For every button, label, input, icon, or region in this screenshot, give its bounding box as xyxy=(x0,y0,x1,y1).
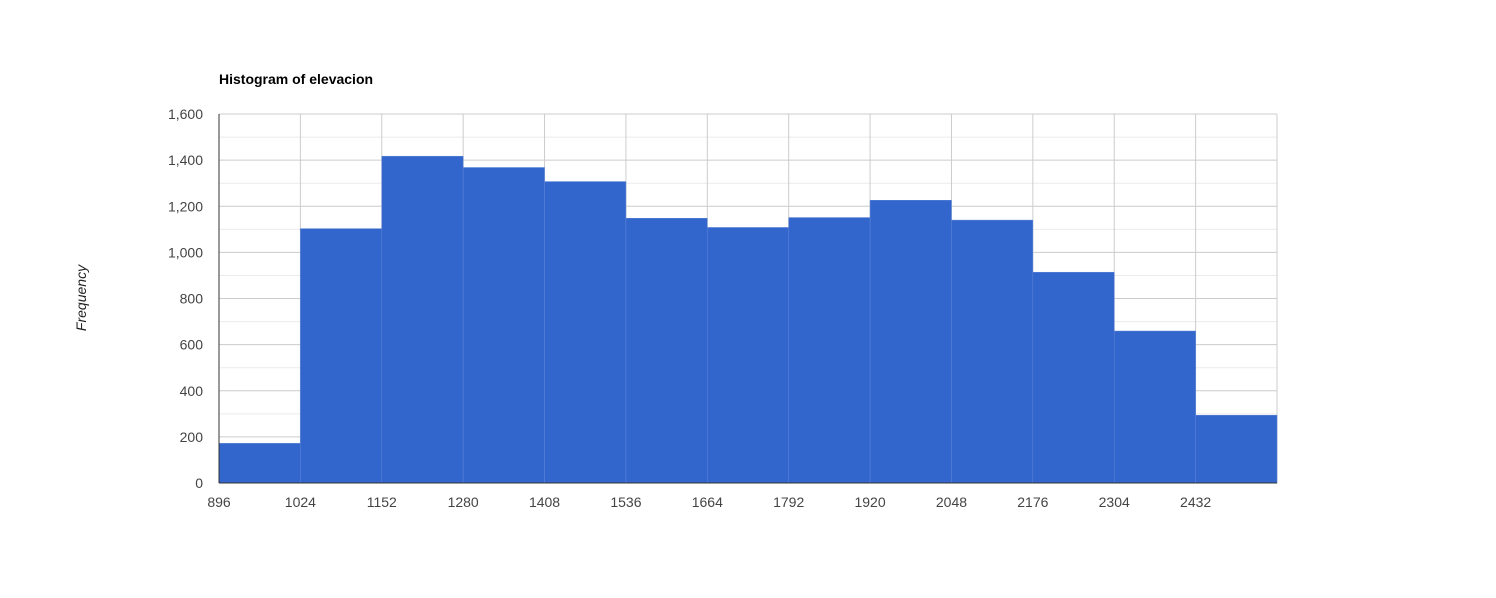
x-tick-label: 2176 xyxy=(1017,494,1048,510)
histogram-bar xyxy=(625,217,708,484)
y-tick-label: 1,400 xyxy=(168,152,203,168)
histogram-bar xyxy=(951,219,1034,484)
y-tick-label: 1,200 xyxy=(168,198,203,214)
x-tick-label: 1280 xyxy=(448,494,479,510)
histogram-bar xyxy=(707,227,789,484)
x-tick-label: 2432 xyxy=(1180,494,1211,510)
x-tick-label: 1792 xyxy=(773,494,804,510)
histogram-bar xyxy=(544,181,627,484)
histogram-bar xyxy=(381,155,464,484)
y-axis-label: Frequency xyxy=(73,264,89,331)
x-tick-label: 1024 xyxy=(285,494,316,510)
x-tick-label: 1536 xyxy=(610,494,641,510)
y-tick-label: 1,000 xyxy=(168,244,203,260)
x-tick-label: 1152 xyxy=(367,494,397,510)
y-tick-label: 0 xyxy=(195,475,203,491)
histogram-bar xyxy=(300,228,383,484)
x-tick-label: 1408 xyxy=(529,494,560,510)
y-tick-label: 800 xyxy=(180,291,204,307)
histogram-bar xyxy=(869,200,952,484)
x-tick-labels: 896 1024 1152 1280 1408 1536 1664 1792 1920 2048 2… xyxy=(207,494,1211,510)
chart-title: Histogram of elevacion xyxy=(219,71,373,87)
x-tick-label: 1920 xyxy=(854,494,885,510)
y-tick-label: 600 xyxy=(180,337,204,353)
bars xyxy=(218,155,1278,484)
x-tick-label: 1664 xyxy=(692,494,723,510)
axes xyxy=(218,114,1277,484)
y-tick-label: 1,600 xyxy=(168,106,203,122)
x-tick-label: 896 xyxy=(207,494,231,510)
histogram-bar xyxy=(1113,330,1196,484)
y-tick-label: 400 xyxy=(180,383,204,399)
y-tick-labels: 0 200 400 600 800 1,000 1,200 1,400 1,600 xyxy=(168,106,203,491)
histogram-bar xyxy=(788,217,871,484)
x-tick-label: 2304 xyxy=(1099,494,1130,510)
histogram-bar xyxy=(1195,414,1278,484)
histogram-bar xyxy=(218,443,301,484)
x-tick-label: 2048 xyxy=(936,494,967,510)
histogram-bar xyxy=(462,167,545,484)
y-tick-label: 200 xyxy=(180,429,204,445)
histogram-bar xyxy=(1032,271,1115,484)
